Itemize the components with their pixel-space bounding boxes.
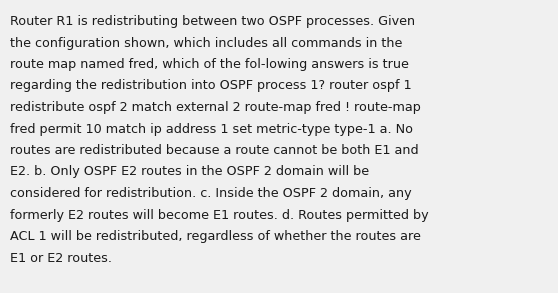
Text: considered for redistribution. c. Inside the OSPF 2 domain, any: considered for redistribution. c. Inside… (10, 187, 412, 200)
Text: regarding the redistribution into OSPF process 1? router ospf 1: regarding the redistribution into OSPF p… (10, 79, 412, 93)
Text: fred permit 10 match ip address 1 set metric-type type-1 a. No: fred permit 10 match ip address 1 set me… (10, 122, 413, 135)
Text: route map named fred, which of the fol-lowing answers is true: route map named fred, which of the fol-l… (10, 58, 409, 71)
Text: formerly E2 routes will become E1 routes. d. Routes permitted by: formerly E2 routes will become E1 routes… (10, 209, 429, 222)
Text: redistribute ospf 2 match external 2 route-map fred ! route-map: redistribute ospf 2 match external 2 rou… (10, 101, 421, 114)
Text: Router R1 is redistributing between two OSPF processes. Given: Router R1 is redistributing between two … (10, 15, 415, 28)
Text: E1 or E2 routes.: E1 or E2 routes. (10, 251, 112, 265)
Text: E2. b. Only OSPF E2 routes in the OSPF 2 domain will be: E2. b. Only OSPF E2 routes in the OSPF 2… (10, 166, 369, 178)
Text: the configuration shown, which includes all commands in the: the configuration shown, which includes … (10, 37, 402, 50)
Text: ACL 1 will be redistributed, regardless of whether the routes are: ACL 1 will be redistributed, regardless … (10, 230, 421, 243)
Text: routes are redistributed because a route cannot be both E1 and: routes are redistributed because a route… (10, 144, 418, 157)
